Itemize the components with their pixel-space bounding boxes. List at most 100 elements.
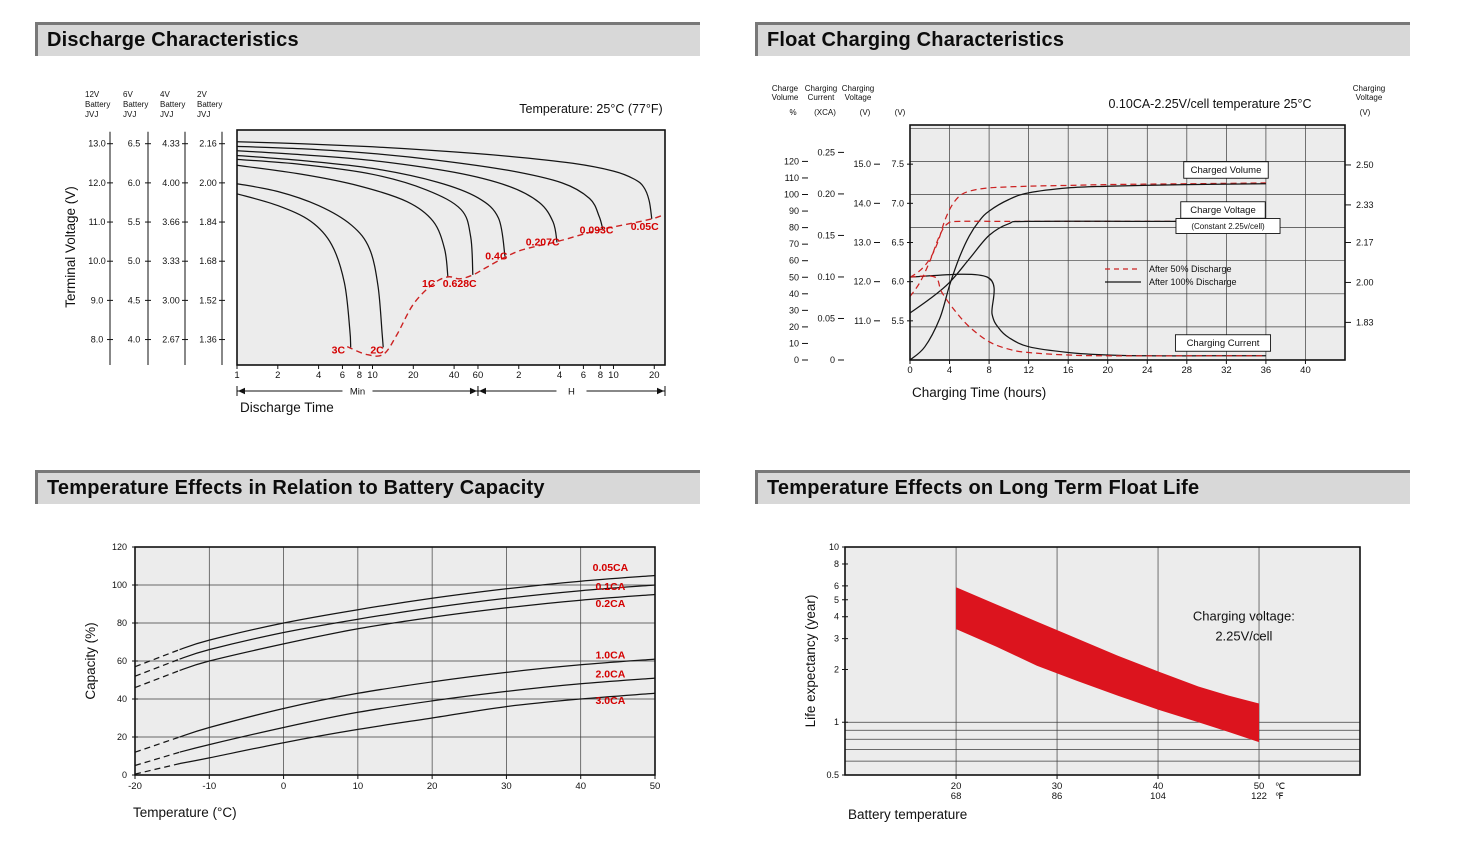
- ytick-0.15: 0.15: [817, 230, 835, 240]
- axis-label-text: %: [789, 108, 796, 117]
- xtick-40: 40: [575, 781, 586, 792]
- ytick-4: 4: [834, 612, 839, 622]
- axis-label-volume: Volume: [772, 93, 799, 102]
- series-0.05ca: [179, 574, 656, 651]
- axis-label-charging: Charging: [842, 84, 874, 93]
- panel-title-float-life: Temperature Effects on Long Term Float L…: [767, 477, 1200, 499]
- panel-header-float-life: Temperature Effects on Long Term Float L…: [755, 470, 1410, 504]
- ytick-0: 0: [122, 770, 127, 780]
- ytick-50: 50: [789, 272, 799, 282]
- xtick-6: 6: [581, 370, 586, 381]
- ytick-8: 8: [834, 559, 839, 569]
- label-0.093c: 0.093C: [580, 225, 614, 237]
- ytick-7.5: 7.5: [891, 159, 904, 169]
- series-3.0ca: [134, 762, 180, 775]
- ytick-6.5: 6.5: [891, 238, 904, 248]
- xtick-28: 28: [1182, 365, 1193, 376]
- ytick-1.68: 1.68: [199, 256, 217, 266]
- series-0.093c: [236, 145, 604, 230]
- ytick-40: 40: [117, 694, 127, 704]
- axis-label-charge: Charge: [772, 84, 799, 93]
- label-0.1ca: 0.1CA: [596, 581, 626, 593]
- axis-label-jvj: JVJ: [85, 110, 98, 119]
- series-0.1ca: [134, 658, 180, 677]
- axis-label-6v: 6V: [123, 90, 133, 99]
- label-0.2ca: 0.2CA: [596, 598, 626, 610]
- ytick-11.0: 11.0: [854, 316, 871, 326]
- panel-title-float-charging: Float Charging Characteristics: [767, 29, 1065, 51]
- xtick-8: 8: [598, 370, 603, 381]
- ytick-10: 10: [789, 338, 799, 348]
- series-0.4c: [236, 154, 506, 257]
- xtick-8: 8: [357, 370, 362, 381]
- ytick-8.0: 8.0: [91, 335, 104, 345]
- xtick-40: 40: [1300, 365, 1311, 376]
- axis-label-text: ℃: [1275, 781, 1285, 791]
- label-charging-voltage: Charging voltage:: [1193, 609, 1295, 624]
- label-0.05ca: 0.05CA: [593, 562, 629, 574]
- ytick-5.0: 5.0: [128, 256, 141, 266]
- series-charging-current-after-50: [909, 275, 1266, 357]
- ytick-0: 0: [794, 355, 799, 365]
- label-0.10ca-2.25v-cell-temperature-25-c: 0.10CA-2.25V/cell temperature 25°C: [1108, 97, 1311, 111]
- float-charging-characteristics-chart: 12011010090807060504030201000.250.200.15…: [772, 84, 1386, 400]
- discharge-characteristics-chart: 13.0 12.0 11.0 10.0 9.0 8.0 6.5 6.0 5.5 5.0 4.5 4.0…: [63, 90, 666, 415]
- ytick-100: 100: [112, 580, 127, 590]
- series-float-life-band: [956, 587, 1259, 743]
- ytick-0: 0: [830, 355, 835, 365]
- label-3c: 3C: [332, 345, 346, 357]
- series-charge-voltage-after-100: [909, 220, 1266, 314]
- ytick-6.0: 6.0: [128, 178, 141, 188]
- ytick-100: 100: [784, 190, 799, 200]
- axis-label-battery: Battery: [85, 100, 110, 109]
- ytick-6: 6: [834, 581, 839, 591]
- xtick-0: 0: [907, 365, 912, 376]
- ytick-1.84: 1.84: [199, 217, 217, 227]
- label-box-charged-volume: [1183, 161, 1269, 179]
- ytick-2.00: 2.00: [1356, 277, 1374, 287]
- xtick-16: 16: [1063, 365, 1074, 376]
- ytick-12.0: 12.0: [853, 277, 871, 287]
- x-axis-title: Temperature (°C): [133, 805, 237, 820]
- ytick-15.0: 15.0: [853, 159, 871, 169]
- plot-area: [910, 125, 1345, 360]
- ytick-5.5: 5.5: [128, 217, 141, 227]
- axis-label-battery: Battery: [197, 100, 222, 109]
- x-axis-title: Battery temperature: [848, 807, 967, 822]
- axis-label-v: (V): [895, 108, 906, 117]
- axis-label-v: (V): [1360, 108, 1371, 117]
- x-axis-title: Discharge Time: [240, 400, 334, 415]
- axis-label-xca: (XCA): [814, 108, 836, 117]
- plot-area: [237, 130, 665, 365]
- series-2c: [236, 183, 384, 348]
- legend-after-50-discharge: After 50% Discharge: [1149, 264, 1232, 274]
- label-charging-current: Charging Current: [1187, 338, 1260, 349]
- label-0.05c: 0.05C: [631, 221, 659, 233]
- ytick-1: 1: [834, 717, 839, 727]
- span-arrow-right: [469, 387, 477, 395]
- series-1c: [236, 164, 449, 277]
- xtick-2: 2: [516, 370, 521, 381]
- ytick-4.33: 4.33: [162, 139, 180, 149]
- xtick-1: 1: [234, 370, 239, 381]
- ytick-12.0: 12.0: [88, 178, 106, 188]
- xtick-20: 20: [427, 781, 438, 792]
- xtick-2: 2: [275, 370, 280, 381]
- series-3.0ca: [179, 692, 656, 765]
- axis-label-text: ℉: [1275, 791, 1284, 801]
- xtick-36: 36: [1261, 365, 1272, 376]
- ytick-14.0: 14.0: [853, 198, 871, 208]
- series-0.1ca: [179, 584, 656, 660]
- axis-label-12v: 12V: [85, 90, 100, 99]
- xtick-32: 32: [1221, 365, 1232, 376]
- axis-label-jvj: JVJ: [123, 110, 136, 119]
- axis-label-v: (V): [860, 108, 871, 117]
- ytick-1.36: 1.36: [199, 335, 217, 345]
- label-box-charging-current: [1174, 334, 1272, 352]
- xtick2-104: 104: [1150, 791, 1166, 802]
- series-0.05ca: [134, 649, 180, 668]
- xtick-10: -10: [202, 781, 216, 792]
- series-2.0ca: [134, 751, 180, 767]
